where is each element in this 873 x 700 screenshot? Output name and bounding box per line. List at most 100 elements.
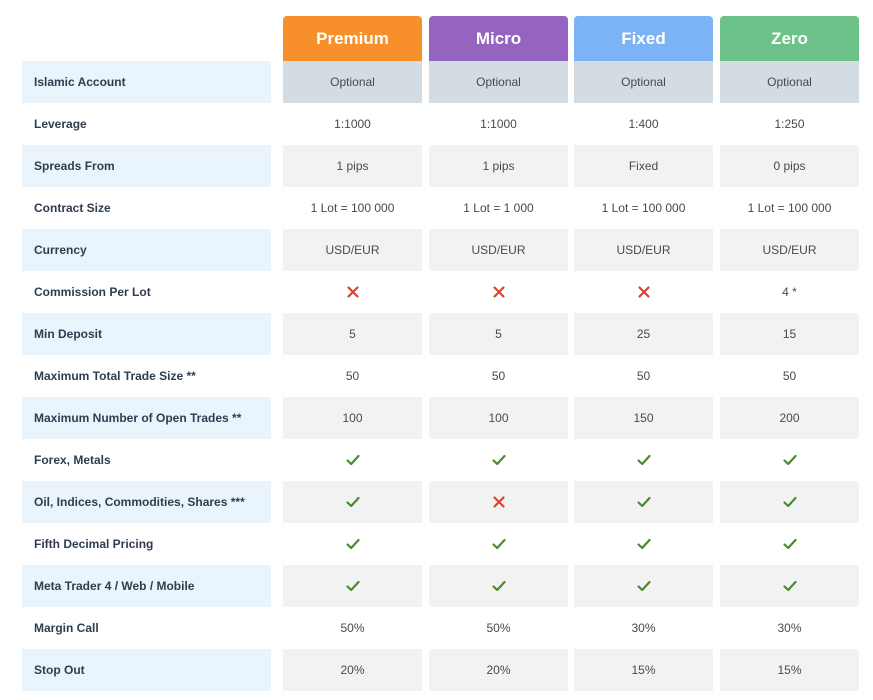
table-row: Fifth Decimal Pricing [0, 523, 873, 565]
table-cell: 1:250 [720, 103, 859, 145]
check-icon [345, 578, 361, 594]
table-row: Meta Trader 4 / Web / Mobile [0, 565, 873, 607]
table-row: Currency USD/EUR USD/EUR USD/EUR USD/EUR [0, 229, 873, 271]
table-cell: 5 [429, 313, 568, 355]
cell-value: 5 [349, 327, 356, 341]
table-cell: Optional [429, 61, 568, 103]
cell-value: Optional [767, 75, 812, 89]
check-icon [636, 452, 652, 468]
table-cell: 30% [574, 607, 713, 649]
table-cell [429, 481, 568, 523]
check-icon [491, 452, 507, 468]
check-icon [345, 536, 361, 552]
table-cell [574, 481, 713, 523]
check-icon [636, 536, 652, 552]
table-cell: 1:400 [574, 103, 713, 145]
table-cell: 50% [429, 607, 568, 649]
table-row: Leverage 1:1000 1:1000 1:400 1:250 [0, 103, 873, 145]
plan-header-fixed: Fixed [574, 16, 713, 61]
table-cell [429, 523, 568, 565]
cell-value: 1 Lot = 1 000 [463, 201, 534, 215]
row-label: Oil, Indices, Commodities, Shares *** [22, 481, 271, 523]
row-label: Min Deposit [22, 313, 271, 355]
cell-value: USD/EUR [471, 243, 526, 257]
cell-value: 20% [486, 663, 511, 677]
cell-value: 30% [631, 621, 656, 635]
table-cell [574, 523, 713, 565]
cell-value: Optional [621, 75, 666, 89]
check-icon [782, 578, 798, 594]
plan-header-micro: Micro [429, 16, 568, 61]
table-cell: 1 Lot = 100 000 [720, 187, 859, 229]
cross-icon [491, 494, 507, 510]
table-cell: USD/EUR [720, 229, 859, 271]
cross-icon [491, 284, 507, 300]
table-cell: Optional [283, 61, 422, 103]
cell-value: 20% [340, 663, 365, 677]
cross-icon [345, 284, 361, 300]
table-cell: USD/EUR [429, 229, 568, 271]
cell-value: 50% [486, 621, 511, 635]
table-cell: 150 [574, 397, 713, 439]
table-cell: Optional [574, 61, 713, 103]
cell-value: Fixed [628, 159, 659, 173]
row-label: Forex, Metals [34, 453, 111, 467]
cell-value: 50% [340, 621, 365, 635]
cell-value: 50 [782, 369, 797, 383]
plan-name: Premium [316, 28, 389, 48]
check-icon [782, 494, 798, 510]
check-icon [345, 494, 361, 510]
table-cell [283, 523, 422, 565]
cell-value: 50 [491, 369, 506, 383]
row-label: Meta Trader 4 / Web / Mobile [22, 565, 271, 607]
table-cell [429, 271, 568, 313]
table-row: Commission Per Lot 4 * [0, 271, 873, 313]
table-row: Maximum Number of Open Trades ** 100 100 15… [0, 397, 873, 439]
plan-header-row: Premium Micro Fixed Zero [0, 16, 873, 61]
table-cell: 1 Lot = 1 000 [429, 187, 568, 229]
table-cell: 1 Lot = 100 000 [574, 187, 713, 229]
cell-value: 0 pips [773, 159, 806, 173]
cell-value: 150 [633, 411, 654, 425]
table-row: Contract Size 1 Lot = 100 000 1 Lot = 1 00… [0, 187, 873, 229]
table-cell [720, 439, 859, 481]
table-cell [283, 481, 422, 523]
check-icon [491, 536, 507, 552]
check-icon [782, 536, 798, 552]
cell-value: 25 [636, 327, 651, 341]
check-icon [636, 494, 652, 510]
table-cell: 20% [429, 649, 568, 691]
table-cell [429, 439, 568, 481]
cell-value: 100 [488, 411, 509, 425]
table-cell [283, 565, 422, 607]
table-row: Oil, Indices, Commodities, Shares *** [0, 481, 873, 523]
row-label: Currency [22, 229, 271, 271]
table-cell: 1:1000 [283, 103, 422, 145]
table-cell: Optional [720, 61, 859, 103]
table-cell: 50% [283, 607, 422, 649]
table-cell: USD/EUR [283, 229, 422, 271]
row-label: Stop Out [22, 649, 271, 691]
cell-value: 1 Lot = 100 000 [310, 201, 395, 215]
table-cell: 15% [574, 649, 713, 691]
check-icon [636, 578, 652, 594]
table-row: Forex, Metals [0, 439, 873, 481]
table-row: Spreads From 1 pips 1 pips Fixed 0 pips [0, 145, 873, 187]
table-cell [429, 565, 568, 607]
table-row: Stop Out 20% 20% 15% 15% [0, 649, 873, 691]
table-cell: 15% [720, 649, 859, 691]
table-cell: 50 [283, 355, 422, 397]
table-cell: 4 * [720, 271, 859, 313]
row-label: Maximum Total Trade Size ** [34, 369, 196, 383]
plan-header-zero: Zero [720, 16, 859, 61]
table-row: Islamic Account Optional Optional Optional O… [0, 61, 873, 103]
table-cell: 30% [720, 607, 859, 649]
cell-value: Optional [330, 75, 375, 89]
table-cell [720, 565, 859, 607]
row-label: Maximum Number of Open Trades ** [22, 397, 271, 439]
cell-value: 100 [342, 411, 363, 425]
table-cell: 1 pips [429, 145, 568, 187]
cell-value: 30% [777, 621, 802, 635]
table-cell [720, 523, 859, 565]
plan-header-premium: Premium [283, 16, 422, 61]
